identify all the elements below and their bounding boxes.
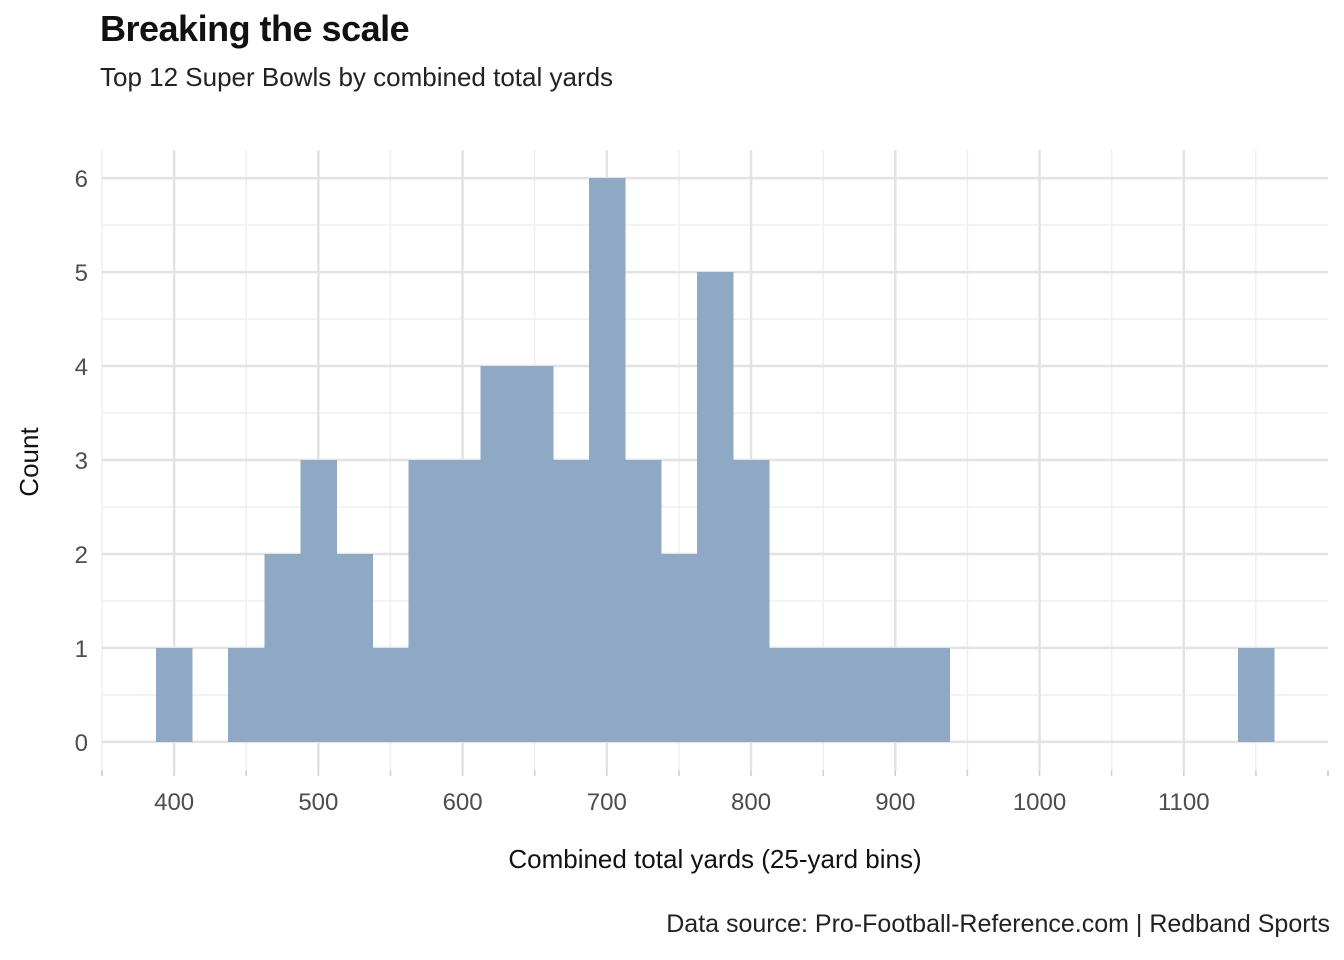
histogram-bar [336, 553, 374, 742]
y-tick-label: 5 [75, 260, 88, 287]
axis-ticks-layer [101, 770, 1329, 776]
histogram-bar [1237, 647, 1275, 742]
chart-subtitle: Top 12 Super Bowls by combined total yar… [100, 62, 614, 92]
histogram-bar [841, 647, 878, 742]
y-tick-label: 2 [75, 542, 88, 569]
histogram-bar [264, 553, 301, 742]
histogram-bar [877, 647, 914, 742]
y-tick-label: 0 [75, 730, 88, 757]
y-tick-labels: 0 1 2 3 4 5 6 [75, 166, 88, 757]
histogram-bar [733, 460, 770, 742]
x-tick-label: 400 [154, 789, 194, 816]
histogram-bar [696, 272, 734, 742]
x-tick-label: 700 [587, 789, 627, 816]
x-tick-label: 800 [731, 789, 771, 816]
histogram-bar [805, 647, 842, 742]
histogram-bar [228, 647, 265, 742]
x-axis-title: Combined total yards (25-yard bins) [508, 844, 921, 874]
histogram-bar [913, 647, 950, 742]
histogram-bar [624, 460, 662, 742]
x-tick-label: 500 [298, 789, 338, 816]
bars-layer [156, 178, 1275, 742]
x-tick-label: 900 [875, 789, 915, 816]
histogram-bar [372, 647, 410, 742]
y-tick-label: 3 [75, 448, 88, 475]
histogram-bar [552, 460, 590, 742]
x-tick-label: 1100 [1158, 789, 1210, 816]
histogram-bar [156, 647, 193, 742]
x-tick-label: 1000 [1013, 789, 1066, 816]
x-tick-label: 600 [443, 789, 483, 816]
chart-title: Breaking the scale [100, 8, 410, 49]
histogram-bar [300, 460, 337, 742]
histogram-bar [660, 553, 698, 742]
histogram-bar [769, 647, 806, 742]
histogram-bar [444, 460, 482, 742]
y-axis-title: Count [14, 427, 44, 497]
y-tick-label: 6 [75, 166, 88, 193]
histogram-bar [516, 366, 554, 742]
x-tick-labels: 400 500 600 700 800 900 1000 1100 [154, 789, 1209, 816]
y-tick-label: 1 [75, 636, 88, 663]
histogram-bar [480, 366, 518, 742]
y-tick-label: 4 [75, 354, 88, 381]
histogram-bar [588, 178, 626, 742]
histogram-bar [408, 460, 446, 742]
chart-caption: Data source: Pro-Football-Reference.com … [666, 910, 1330, 938]
